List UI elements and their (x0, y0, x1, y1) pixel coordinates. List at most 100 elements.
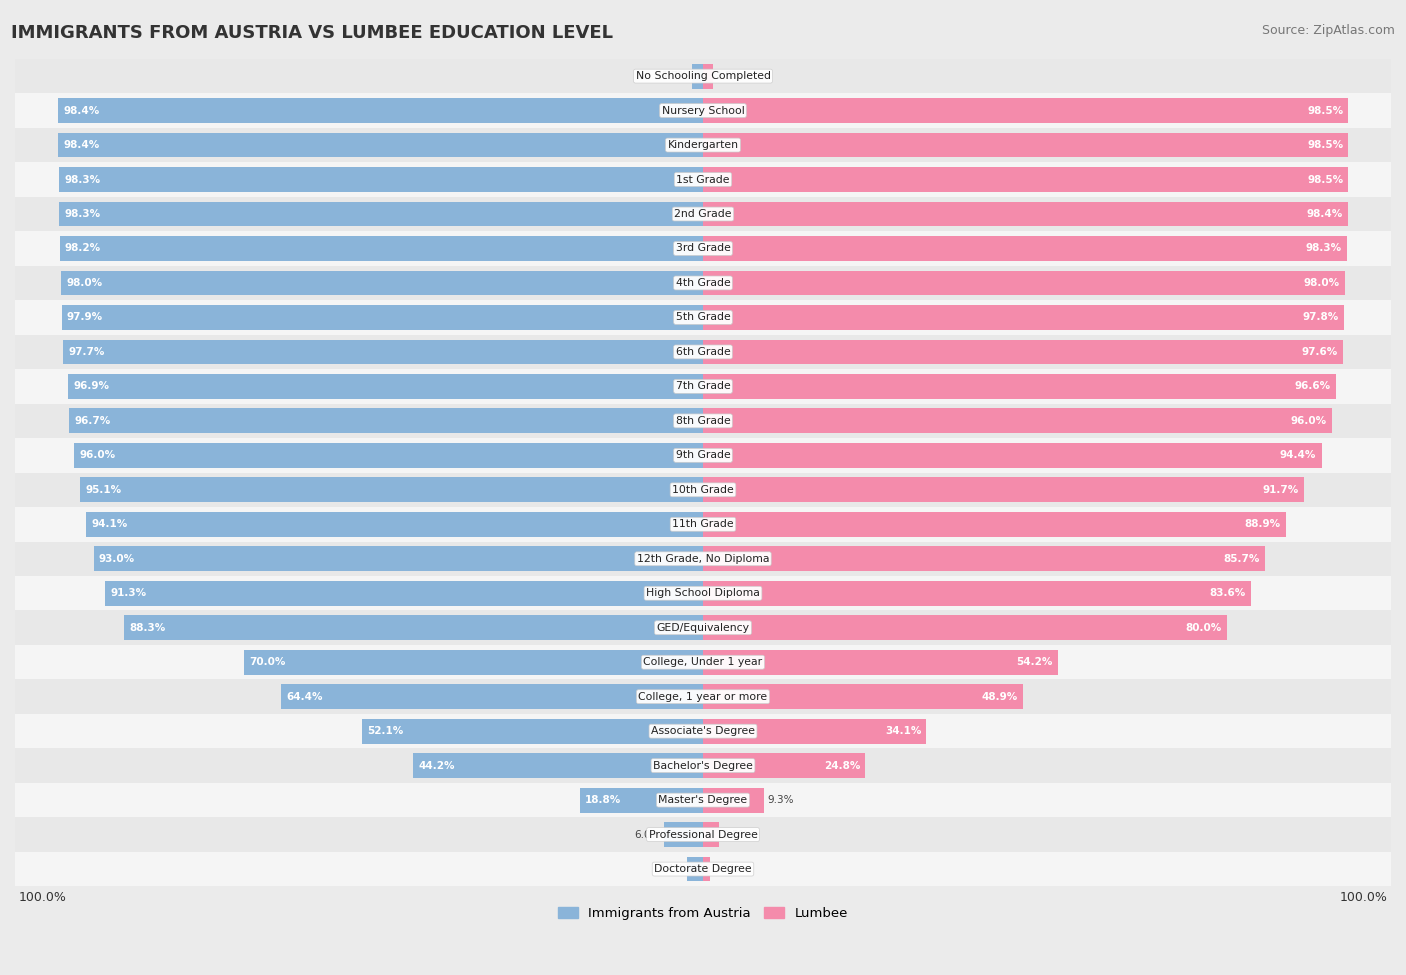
Bar (15, 817, 1391, 852)
Bar (703, 202, 1348, 226)
Bar (703, 754, 866, 778)
Bar (703, 649, 1059, 675)
Text: 2.5%: 2.5% (723, 830, 749, 839)
Text: 96.0%: 96.0% (79, 450, 115, 460)
Bar (703, 478, 1303, 502)
Bar (703, 270, 1346, 295)
Text: 96.9%: 96.9% (73, 381, 110, 391)
Text: 94.1%: 94.1% (91, 520, 128, 529)
Bar (245, 649, 703, 675)
Bar (703, 63, 713, 89)
Bar (67, 374, 703, 399)
Text: Kindergarten: Kindergarten (668, 140, 738, 150)
Bar (703, 822, 720, 847)
Text: College, 1 year or more: College, 1 year or more (638, 691, 768, 702)
Bar (15, 58, 1391, 94)
Bar (15, 266, 1391, 300)
Bar (664, 822, 703, 847)
Bar (703, 719, 927, 744)
Bar (15, 783, 1391, 817)
Text: 97.7%: 97.7% (67, 347, 104, 357)
Text: 2nd Grade: 2nd Grade (675, 209, 731, 219)
Bar (15, 231, 1391, 266)
Text: 98.5%: 98.5% (1308, 140, 1343, 150)
Text: 80.0%: 80.0% (1185, 623, 1222, 633)
Bar (579, 788, 703, 812)
Text: 98.5%: 98.5% (1308, 105, 1343, 116)
Text: 2.4%: 2.4% (658, 864, 683, 874)
Bar (15, 680, 1391, 714)
Text: 93.0%: 93.0% (98, 554, 135, 564)
Text: 64.4%: 64.4% (287, 691, 323, 702)
Text: 9.3%: 9.3% (768, 796, 794, 805)
Bar (62, 305, 703, 330)
Text: Bachelor's Degree: Bachelor's Degree (652, 760, 754, 770)
Text: 88.9%: 88.9% (1244, 520, 1281, 529)
Text: 54.2%: 54.2% (1017, 657, 1053, 667)
Text: Source: ZipAtlas.com: Source: ZipAtlas.com (1261, 24, 1395, 37)
Text: 98.0%: 98.0% (66, 278, 103, 288)
Text: 98.3%: 98.3% (65, 209, 100, 219)
Bar (703, 339, 1343, 365)
Bar (703, 305, 1344, 330)
Text: 83.6%: 83.6% (1209, 588, 1246, 599)
Text: 18.8%: 18.8% (585, 796, 621, 805)
Bar (15, 128, 1391, 162)
Text: 1.7%: 1.7% (662, 71, 689, 81)
Bar (59, 202, 703, 226)
Text: High School Diploma: High School Diploma (647, 588, 759, 599)
Bar (15, 334, 1391, 370)
Bar (94, 546, 703, 571)
Text: 6.0%: 6.0% (634, 830, 661, 839)
Text: 98.0%: 98.0% (1303, 278, 1340, 288)
Bar (15, 438, 1391, 473)
Text: 91.3%: 91.3% (110, 588, 146, 599)
Bar (15, 541, 1391, 576)
Text: 11th Grade: 11th Grade (672, 520, 734, 529)
Text: 1.1%: 1.1% (713, 864, 740, 874)
Bar (124, 615, 703, 641)
Bar (105, 581, 703, 605)
Text: Doctorate Degree: Doctorate Degree (654, 864, 752, 874)
Bar (688, 857, 703, 881)
Bar (703, 581, 1251, 605)
Bar (15, 473, 1391, 507)
Legend: Immigrants from Austria, Lumbee: Immigrants from Austria, Lumbee (553, 901, 853, 925)
Text: Associate's Degree: Associate's Degree (651, 726, 755, 736)
Bar (15, 714, 1391, 749)
Bar (15, 370, 1391, 404)
Text: 97.8%: 97.8% (1302, 312, 1339, 323)
Bar (15, 749, 1391, 783)
Bar (59, 236, 703, 261)
Text: 52.1%: 52.1% (367, 726, 404, 736)
Text: 10th Grade: 10th Grade (672, 485, 734, 495)
Text: 96.0%: 96.0% (1291, 416, 1327, 426)
Bar (59, 167, 703, 192)
Bar (703, 236, 1347, 261)
Bar (703, 857, 710, 881)
Text: 97.6%: 97.6% (1301, 347, 1337, 357)
Text: IMMIGRANTS FROM AUSTRIA VS LUMBEE EDUCATION LEVEL: IMMIGRANTS FROM AUSTRIA VS LUMBEE EDUCAT… (11, 24, 613, 42)
Bar (703, 167, 1348, 192)
Text: 98.4%: 98.4% (1306, 209, 1343, 219)
Bar (15, 576, 1391, 610)
Text: Professional Degree: Professional Degree (648, 830, 758, 839)
Bar (703, 443, 1322, 468)
Text: 88.3%: 88.3% (129, 623, 166, 633)
Bar (413, 754, 703, 778)
Text: 34.1%: 34.1% (884, 726, 921, 736)
Bar (15, 197, 1391, 231)
Bar (692, 63, 703, 89)
Bar (703, 684, 1024, 709)
Bar (703, 546, 1264, 571)
Bar (15, 852, 1391, 886)
Text: 98.5%: 98.5% (1308, 175, 1343, 184)
Text: 95.1%: 95.1% (86, 485, 121, 495)
Text: 5th Grade: 5th Grade (676, 312, 730, 323)
Text: 8th Grade: 8th Grade (676, 416, 730, 426)
Text: 96.6%: 96.6% (1295, 381, 1330, 391)
Bar (80, 478, 703, 502)
Bar (703, 512, 1285, 536)
Text: 100.0%: 100.0% (1340, 891, 1388, 904)
Text: 98.3%: 98.3% (1306, 244, 1341, 254)
